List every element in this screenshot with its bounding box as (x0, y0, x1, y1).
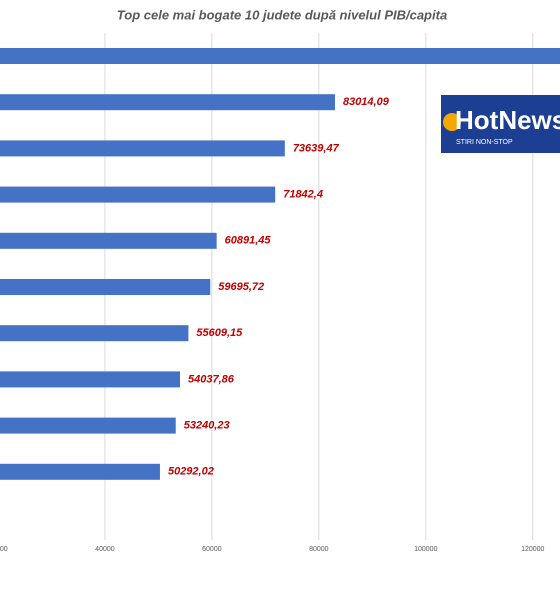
value-label: 73639,47 (293, 142, 340, 154)
x-tick-label: 60000 (202, 546, 222, 553)
bar (0, 140, 285, 157)
value-label: 60891,45 (225, 235, 272, 247)
value-label: 83014,09 (343, 96, 390, 108)
bar (0, 232, 217, 249)
logo-tagline: STIRI NON-STOP (456, 139, 513, 146)
value-label: 50292,02 (168, 466, 214, 478)
logo: HotNews STIRI NON-STOP (441, 95, 560, 153)
bar (0, 186, 276, 203)
x-tick-label: 20000 (0, 546, 8, 553)
bar (0, 417, 176, 434)
x-tick-label: 80000 (309, 546, 329, 553)
value-label: 53240,23 (184, 420, 230, 432)
logo-name: HotNews (455, 105, 560, 135)
bar (0, 325, 189, 342)
chart-title: Top cele mai bogate 10 judete după nivel… (117, 7, 447, 22)
logo-box (441, 95, 560, 153)
bar (0, 48, 560, 64)
bar (0, 279, 211, 295)
value-label: 71842,4 (283, 189, 323, 201)
x-tick-label: 40000 (95, 546, 115, 553)
value-label: 54037,86 (188, 373, 235, 385)
plot-area: 20000 40000 60000 80000 100000 120000 83014,09… (0, 33, 560, 553)
value-label: 55609,15 (196, 327, 243, 339)
bar (0, 94, 335, 111)
bar (0, 371, 180, 388)
bar (0, 463, 160, 480)
x-tick-label: 100000 (414, 546, 437, 553)
logo-sun (443, 113, 461, 131)
x-tick-label: 120000 (521, 546, 544, 553)
value-label: 59695,72 (218, 281, 264, 293)
